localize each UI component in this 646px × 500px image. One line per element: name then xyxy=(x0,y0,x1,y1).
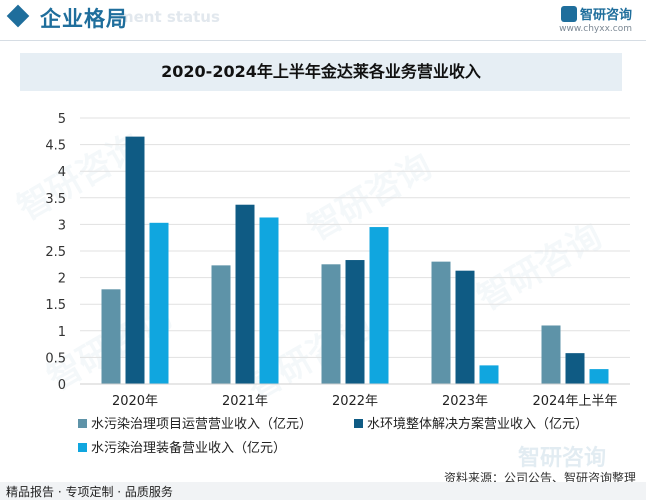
x-tick-label: 2022年 xyxy=(332,394,378,409)
x-tick-label: 2023年 xyxy=(442,394,488,409)
legend-item-series-2: 水环境整体解决方案营业收入（亿元） xyxy=(354,413,588,432)
header-divider xyxy=(0,40,646,41)
bar-chart: 0 0.5 1 1.5 2 2.5 3 3.5 4 4.5 5 2020年 2021年 2022年 2023… xyxy=(45,112,630,409)
y-tick-label: 1 xyxy=(58,325,66,340)
brand-logo-icon xyxy=(560,5,577,22)
bar xyxy=(565,353,585,384)
bar xyxy=(431,261,451,384)
legend-label-series-1: 水污染治理项目运营营业收入（亿元） xyxy=(91,417,313,432)
bar xyxy=(345,260,365,384)
source-note: 资料来源：公司公告、智研咨询整理 xyxy=(443,471,636,485)
section-subtitle: ment status xyxy=(118,8,220,26)
footer-bar: 精品报告 · 专项定制 · 品质服务 xyxy=(0,482,646,500)
legend-swatch-series-1 xyxy=(78,419,87,428)
bar xyxy=(455,270,475,384)
legend-item-series-3: 水污染治理装备营业收入（亿元） xyxy=(78,437,286,456)
y-tick-label: 2.5 xyxy=(45,245,66,260)
y-tick-label: 0.5 xyxy=(45,351,66,366)
legend-label-series-3: 水污染治理装备营业收入（亿元） xyxy=(91,441,287,456)
bar xyxy=(541,325,561,384)
bar xyxy=(101,289,121,384)
x-tick-label: 2021年 xyxy=(222,394,268,409)
footer-text: 精品报告 · 专项定制 · 品质服务 xyxy=(6,485,173,499)
chart-title: 2020-2024年上半年金达莱各业务营业收入 xyxy=(20,53,622,91)
watermark-logo: 智研咨询 xyxy=(517,446,606,471)
brand-url: www.chyxx.com xyxy=(559,24,632,34)
y-tick-label: 3 xyxy=(58,218,66,233)
bar xyxy=(211,265,231,384)
y-tick-label: 1.5 xyxy=(45,298,66,313)
bar xyxy=(321,264,341,384)
section-header: ment status 企业格局 智研咨询 www.chyxx.com xyxy=(0,0,646,40)
y-tick-label: 2 xyxy=(58,272,66,287)
bar xyxy=(149,222,169,384)
bar xyxy=(589,369,609,384)
bar xyxy=(235,204,255,384)
y-tick-label: 4 xyxy=(58,165,66,180)
legend-label-series-2: 水环境整体解决方案营业收入（亿元） xyxy=(367,417,589,432)
x-tick-label: 2024年上半年 xyxy=(532,394,617,409)
legend-swatch-series-3 xyxy=(78,443,87,452)
bar xyxy=(125,136,145,384)
x-tick-label: 2020年 xyxy=(112,394,158,409)
legend-swatch-series-2 xyxy=(354,419,363,428)
brand: 智研咨询 www.chyxx.com xyxy=(559,3,632,34)
y-tick-label: 0 xyxy=(58,378,66,393)
legend-item-series-1: 水污染治理项目运营营业收入（亿元） xyxy=(78,413,312,432)
bar xyxy=(479,365,499,384)
y-tick-label: 3.5 xyxy=(45,192,66,207)
bar xyxy=(259,217,279,384)
y-tick-label: 4.5 xyxy=(45,139,66,154)
y-tick-label: 5 xyxy=(58,112,66,127)
bar xyxy=(369,227,389,384)
diamond-icon xyxy=(6,4,30,28)
brand-name: 智研咨询 xyxy=(579,8,632,23)
section-title: 企业格局 xyxy=(40,7,128,31)
